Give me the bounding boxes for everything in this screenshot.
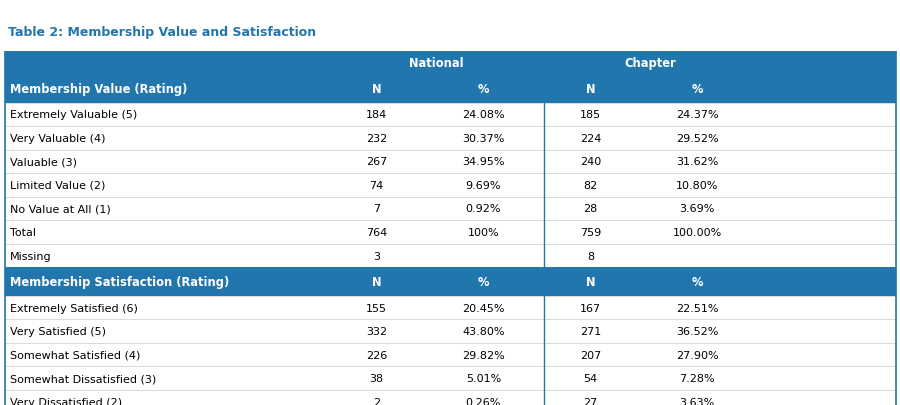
Text: N: N [372,275,382,288]
Text: 34.95%: 34.95% [463,157,505,167]
Text: 185: 185 [580,110,601,120]
Text: 10.80%: 10.80% [676,181,718,190]
Bar [4,367,896,390]
Text: Chapter: Chapter [625,57,677,70]
Text: 38: 38 [369,373,383,383]
Text: 3: 3 [373,251,380,261]
Bar [4,174,896,197]
Text: %: % [478,83,490,96]
Bar [4,53,896,75]
Text: 271: 271 [580,326,601,336]
Text: Membership Satisfaction (Rating): Membership Satisfaction (Rating) [10,275,230,288]
Text: 27: 27 [583,397,598,405]
Text: 74: 74 [369,181,383,190]
Text: 82: 82 [583,181,598,190]
Text: N: N [372,83,382,96]
Bar [4,268,896,296]
Bar [4,197,896,221]
Text: Table 2: Membership Value and Satisfaction: Table 2: Membership Value and Satisfacti… [8,26,316,39]
Bar [4,296,896,320]
Text: %: % [691,275,703,288]
Text: 8: 8 [587,251,594,261]
Text: 155: 155 [366,303,387,313]
Text: 9.69%: 9.69% [465,181,501,190]
Text: N: N [586,83,595,96]
Text: 100.00%: 100.00% [672,228,722,237]
Bar [4,103,896,127]
Bar [4,244,896,268]
Text: Extremely Satisfied (6): Extremely Satisfied (6) [10,303,138,313]
Text: N: N [586,275,595,288]
Text: 5.01%: 5.01% [466,373,501,383]
Text: 31.62%: 31.62% [676,157,718,167]
Text: 24.08%: 24.08% [462,110,505,120]
Text: 100%: 100% [468,228,500,237]
Text: 240: 240 [580,157,601,167]
Text: 43.80%: 43.80% [463,326,505,336]
Bar [4,221,896,244]
Bar [4,127,896,150]
Text: 184: 184 [366,110,387,120]
Text: 36.52%: 36.52% [676,326,718,336]
Text: 267: 267 [366,157,387,167]
Text: 30.37%: 30.37% [463,134,505,143]
Text: 29.52%: 29.52% [676,134,718,143]
Text: 207: 207 [580,350,601,360]
Text: No Value at All (1): No Value at All (1) [10,204,111,214]
Text: 764: 764 [366,228,387,237]
Text: 7.28%: 7.28% [680,373,716,383]
Text: 29.82%: 29.82% [462,350,505,360]
Bar [4,343,896,367]
Bar [4,320,896,343]
Text: 27.90%: 27.90% [676,350,718,360]
Text: %: % [691,83,703,96]
Text: %: % [478,275,490,288]
Text: 24.37%: 24.37% [676,110,718,120]
Text: 28: 28 [583,204,598,214]
Text: Missing: Missing [10,251,51,261]
Text: 7: 7 [373,204,380,214]
Text: 20.45%: 20.45% [463,303,505,313]
Text: 2: 2 [373,397,380,405]
Text: Very Dissatisfied (2): Very Dissatisfied (2) [10,397,122,405]
Text: 167: 167 [580,303,601,313]
Text: 3.63%: 3.63% [680,397,715,405]
Text: 332: 332 [366,326,387,336]
Text: 759: 759 [580,228,601,237]
Text: 3.69%: 3.69% [680,204,715,214]
Text: Limited Value (2): Limited Value (2) [10,181,105,190]
Bar [4,150,896,174]
Text: 232: 232 [366,134,387,143]
Text: National: National [410,57,464,70]
Text: 0.26%: 0.26% [465,397,501,405]
Text: 0.92%: 0.92% [465,204,501,214]
Text: Somewhat Satisfied (4): Somewhat Satisfied (4) [10,350,140,360]
Text: 226: 226 [366,350,387,360]
Bar [4,390,896,405]
Text: Total: Total [10,228,36,237]
Text: Very Valuable (4): Very Valuable (4) [10,134,105,143]
Text: 22.51%: 22.51% [676,303,718,313]
Text: Somewhat Dissatisfied (3): Somewhat Dissatisfied (3) [10,373,157,383]
Text: Membership Value (Rating): Membership Value (Rating) [10,83,187,96]
Bar [4,75,896,103]
Text: Very Satisfied (5): Very Satisfied (5) [10,326,106,336]
Text: 54: 54 [583,373,598,383]
Text: Extremely Valuable (5): Extremely Valuable (5) [10,110,137,120]
Text: 224: 224 [580,134,601,143]
Text: Valuable (3): Valuable (3) [10,157,76,167]
